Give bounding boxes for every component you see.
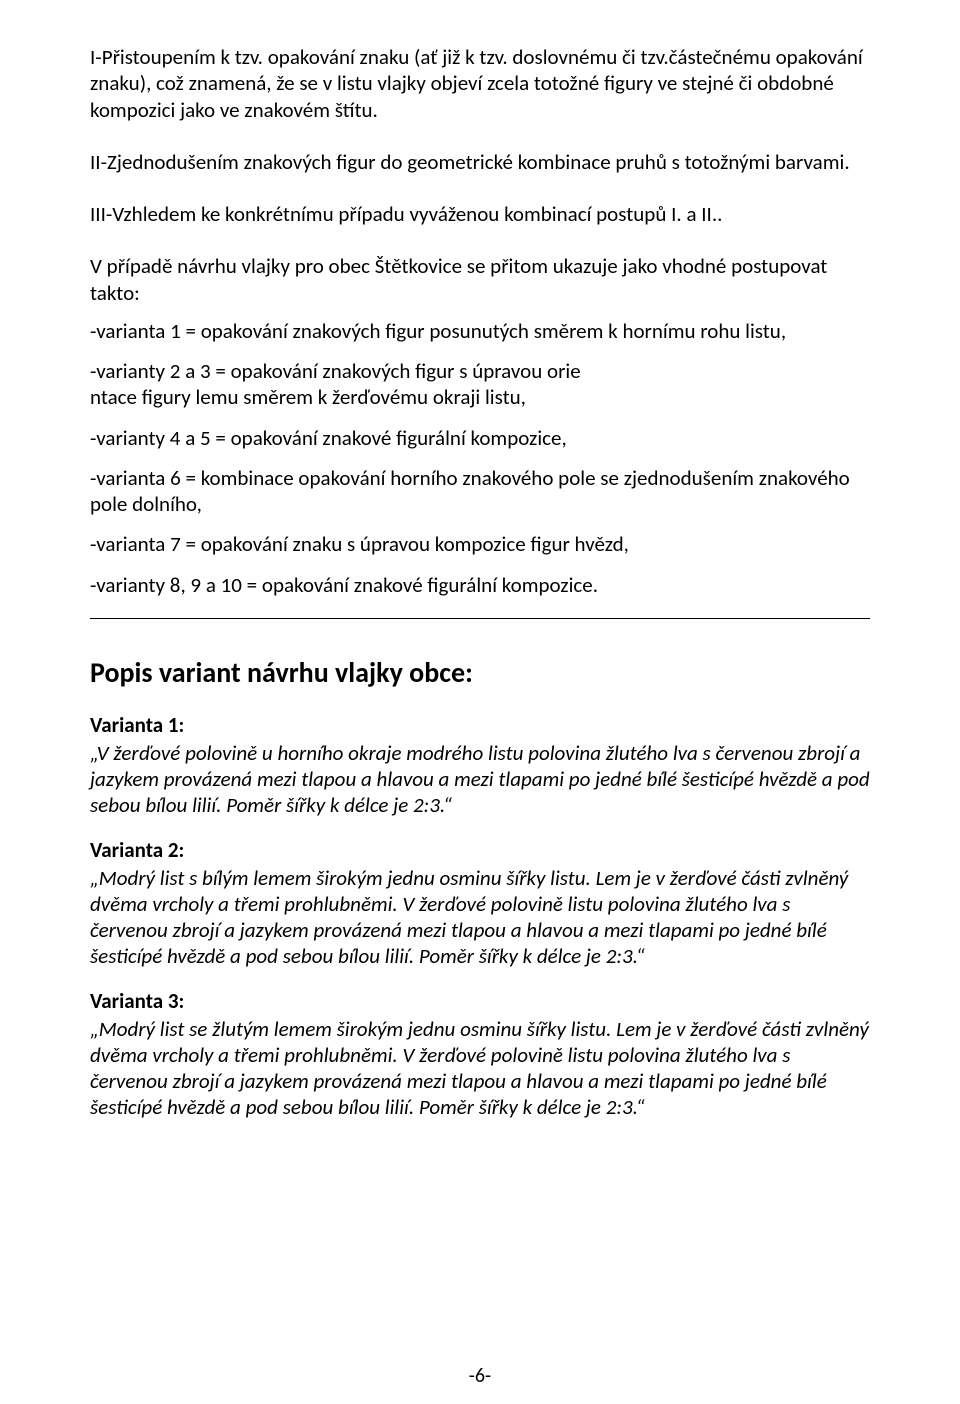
paragraph-2: II-Zjednodušením znakových figur do geom… bbox=[90, 149, 870, 175]
section-divider bbox=[90, 618, 870, 619]
variant-1-body: „V žerďové polovině u horního okraje mod… bbox=[90, 740, 870, 819]
variant-1-label: Varianta 1: bbox=[90, 712, 870, 738]
document-page: I-Přistoupením k tzv. opakování znaku (a… bbox=[0, 0, 960, 1404]
page-number: -6- bbox=[0, 1364, 960, 1388]
variant-3-label: Varianta 3: bbox=[90, 988, 870, 1014]
variant-list-item-3: -varianty 4 a 5 = opakování znakové figu… bbox=[90, 425, 870, 451]
paragraph-4: V případě návrhu vlajky pro obec Štětkov… bbox=[90, 253, 870, 306]
variant-list-item-5: -varianta 7 = opakování znaku s úpravou … bbox=[90, 531, 870, 557]
variant-2-label: Varianta 2: bbox=[90, 837, 870, 863]
variant-block-3: Varianta 3: „Modrý list se žlutým lemem … bbox=[90, 988, 870, 1121]
variant-list-item-2-line1: -varianty 2 a 3 = opakování znakových fi… bbox=[90, 358, 581, 384]
variant-list-item-4: -varianta 6 = kombinace opakování horníh… bbox=[90, 465, 870, 518]
variant-block-2: Varianta 2: „Modrý list s bílým lemem ši… bbox=[90, 837, 870, 970]
variant-list-item-2: -varianty 2 a 3 = opakování znakových fi… bbox=[90, 358, 870, 411]
variant-list-item-2-line2: ntace figury lemu směrem k žerďovému okr… bbox=[90, 384, 526, 410]
variant-list-item-1: -varianta 1 = opakování znakových figur … bbox=[90, 318, 870, 344]
variant-block-1: Varianta 1: „V žerďové polovině u horníh… bbox=[90, 712, 870, 819]
variant-3-body: „Modrý list se žlutým lemem širokým jedn… bbox=[90, 1016, 870, 1121]
paragraph-3: III-Vzhledem ke konkrétnímu případu vyvá… bbox=[90, 201, 870, 227]
section-heading: Popis variant návrhu vlajky obce: bbox=[90, 655, 870, 690]
variant-list-item-6: -varianty 8, 9 a 10 = opakování znakové … bbox=[90, 572, 870, 598]
paragraph-1: I-Přistoupením k tzv. opakování znaku (a… bbox=[90, 44, 870, 123]
variant-2-body: „Modrý list s bílým lemem širokým jednu … bbox=[90, 865, 870, 970]
